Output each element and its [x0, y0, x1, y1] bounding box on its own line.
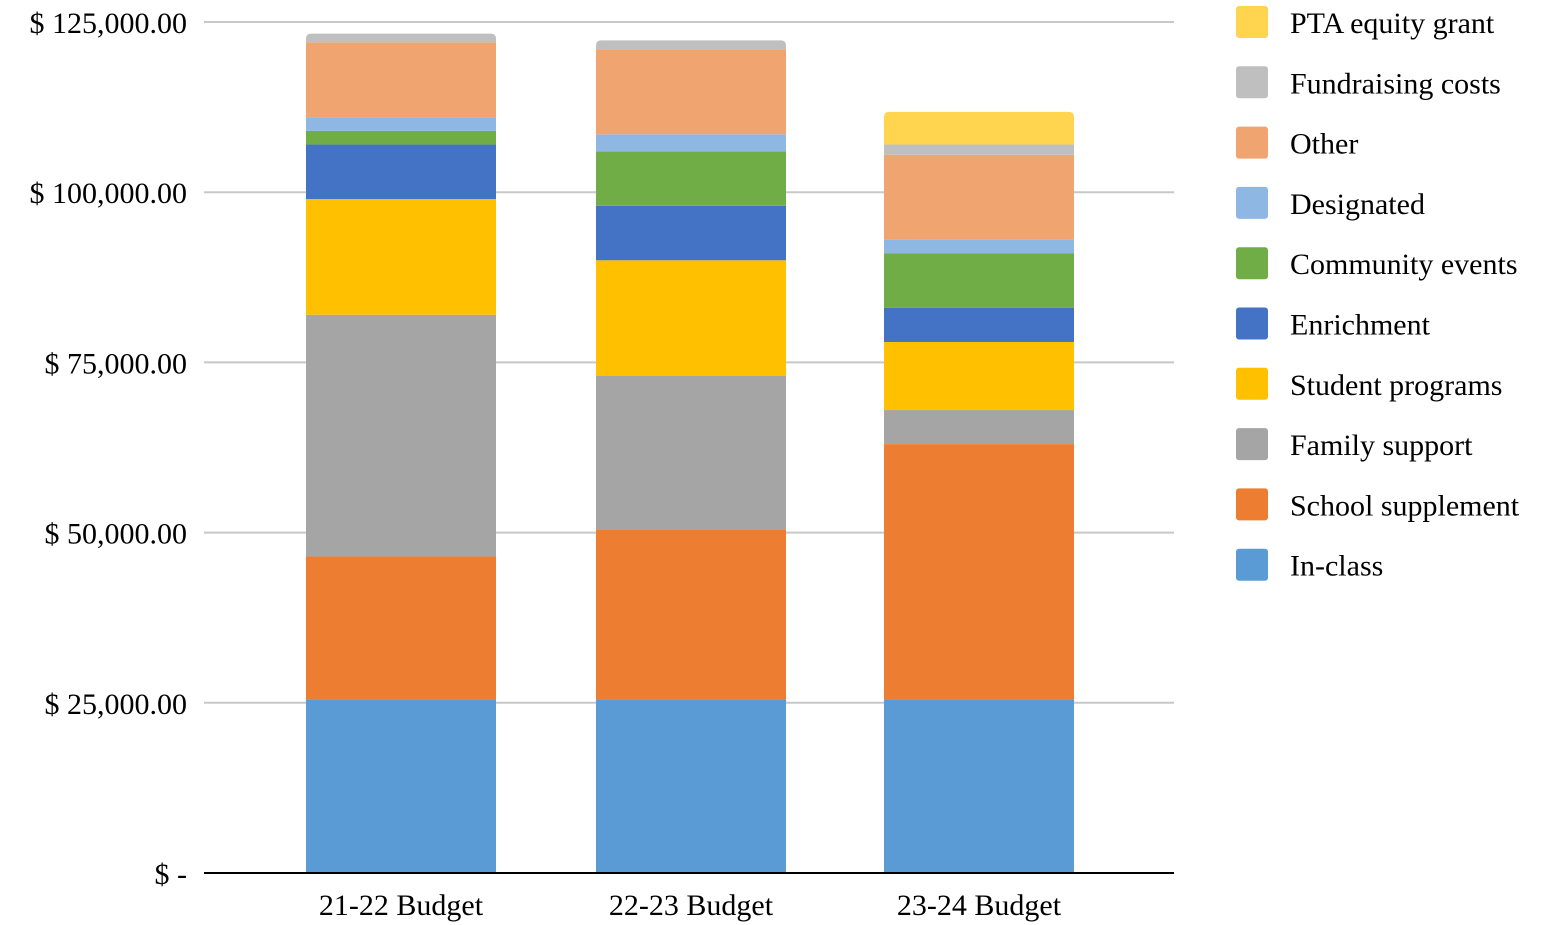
bar-segment-other	[306, 42, 496, 118]
bar-segment-in-class	[884, 699, 1074, 873]
legend-swatch	[1236, 307, 1268, 340]
bar-segment-fundraising-costs	[596, 40, 786, 50]
legend-swatch	[1236, 66, 1268, 99]
legend-label: Student programs	[1290, 369, 1502, 402]
y-tick-label: $ 25,000.00	[45, 688, 188, 721]
legend-item: Fundraising costs	[1236, 66, 1501, 100]
legend-label: PTA equity grant	[1290, 7, 1495, 40]
x-axis-tick-labels: 21-22 Budget 22-23 Budget 23-24 Budget	[319, 889, 1062, 922]
legend-label: In-class	[1290, 550, 1383, 583]
bar-segment-in-class	[596, 699, 786, 873]
bar-segment-student-programs	[884, 341, 1074, 411]
x-tick-label: 23-24 Budget	[897, 889, 1062, 922]
legend-item: School supplement	[1236, 488, 1520, 522]
legend-swatch	[1236, 247, 1268, 280]
legend-item: Other	[1236, 126, 1358, 161]
legend-swatch	[1236, 186, 1268, 219]
legend-item: Community events	[1236, 247, 1518, 281]
bar-segment-student-programs	[306, 199, 496, 315]
bar-stacks	[306, 33, 1074, 873]
y-axis-tick-labels: $ - $ 25,000.00 $ 50,000.00 $ 75,000.00 $ 10…	[30, 7, 188, 891]
y-tick-label: $ -	[155, 858, 188, 891]
legend-item: Family support	[1236, 428, 1473, 462]
bar-segment-enrichment	[884, 307, 1074, 342]
legend-item: In-class	[1236, 548, 1383, 583]
legend-label: Fundraising costs	[1290, 67, 1501, 100]
bar-segment-enrichment	[596, 205, 786, 261]
legend-item: Designated	[1236, 186, 1425, 221]
bar-segment-family-support	[306, 314, 496, 557]
legend-swatch	[1236, 6, 1268, 38]
y-tick-label: $ 75,000.00	[45, 347, 188, 380]
bar-stack	[306, 33, 496, 873]
bar-segment-designated	[596, 134, 786, 152]
legend-label: Community events	[1290, 248, 1518, 281]
legend-item: Enrichment	[1236, 307, 1431, 342]
x-tick-label: 21-22 Budget	[319, 889, 484, 922]
bar-segment-community-events	[884, 253, 1074, 308]
y-tick-label: $ 100,000.00	[30, 177, 188, 210]
legend-item: PTA equity grant	[1236, 6, 1495, 40]
y-tick-label: $ 50,000.00	[45, 518, 188, 551]
legend-swatch	[1236, 367, 1268, 400]
bar-segment-student-programs	[596, 260, 786, 377]
legend-swatch	[1236, 488, 1268, 521]
legend-swatch	[1236, 548, 1268, 581]
bar-segment-family-support	[884, 410, 1074, 445]
bar-segment-pta-equity-grant	[884, 111, 1074, 145]
bar-segment-fundraising-costs	[306, 33, 496, 43]
bar-segment-community-events	[596, 151, 786, 206]
bar-stack	[884, 111, 1074, 873]
bar-segment-community-events	[306, 130, 496, 145]
legend-item: Student programs	[1236, 367, 1502, 402]
bar-stack	[596, 40, 786, 873]
legend-swatch	[1236, 428, 1268, 461]
bar-segment-fundraising-costs	[884, 144, 1074, 155]
legend-label: Family support	[1290, 429, 1473, 462]
bar-segment-designated	[306, 117, 496, 131]
bar-segment-school-supplement	[884, 444, 1074, 700]
bar-segment-other	[884, 154, 1074, 240]
legend-label: School supplement	[1290, 489, 1520, 522]
bar-segment-in-class	[306, 699, 496, 873]
bar-segment-family-support	[596, 376, 786, 530]
bar-segment-other	[596, 49, 786, 135]
legend: PTA equity grant Fundraising costs Other De…	[1236, 6, 1520, 583]
bar-segment-school-supplement	[596, 529, 786, 700]
legend-label: Designated	[1290, 188, 1425, 221]
legend-label: Other	[1290, 128, 1358, 161]
legend-label: Enrichment	[1290, 309, 1431, 342]
y-tick-label: $ 125,000.00	[30, 7, 188, 40]
bar-segment-designated	[884, 239, 1074, 254]
legend-swatch	[1236, 126, 1268, 159]
x-tick-label: 22-23 Budget	[609, 889, 774, 922]
bar-segment-enrichment	[306, 144, 496, 200]
bar-segment-school-supplement	[306, 556, 496, 700]
